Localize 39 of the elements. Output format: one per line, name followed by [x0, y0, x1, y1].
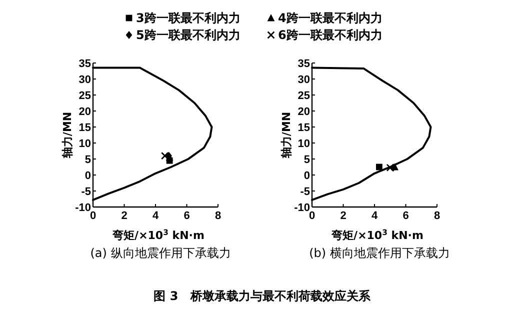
legend-label: 5跨一联最不利内力: [136, 28, 240, 42]
y-axis-title: 轴力/MN: [61, 112, 74, 160]
x-tick-label: 6: [402, 210, 409, 222]
text: (b) 横向地震作用下承载力: [309, 246, 450, 260]
y-tick-label: 5: [304, 154, 310, 166]
caption: 图 3 桥墩承载力与最不利荷载效应关系: [154, 289, 372, 303]
y-axis-title: 轴力/MN: [280, 112, 293, 160]
y-tick-label: 15: [78, 122, 91, 134]
y-tick-label: -5: [300, 186, 310, 198]
text: (a) 纵向地震作用下承载力: [90, 246, 231, 260]
x-tick-label: 8: [434, 210, 440, 222]
legend-label: 4跨一联最不利内力: [278, 11, 382, 25]
legend-label: 6跨一联最不利内力: [278, 28, 382, 42]
y-tick-label: 15: [298, 122, 310, 134]
x-tick-label: 4: [152, 210, 160, 222]
y-tick-label: 10: [298, 138, 310, 150]
y-tick-label: 20: [298, 106, 310, 118]
x-tick-label: 6: [184, 210, 190, 222]
x-axis-title: 弯矩/×10$^{3}$ kN·m: [330, 228, 424, 242]
y-tick-label: -10: [75, 202, 91, 214]
x-tick-label: 4: [371, 210, 378, 222]
y-tick-label: 10: [78, 138, 91, 150]
legend-label: 3跨一联最不利内力: [136, 11, 240, 25]
y-tick-label: 0: [304, 170, 310, 182]
y-tick-label: 5: [84, 154, 91, 166]
y-tick-label: -10: [294, 202, 310, 214]
y-tick-label: 0: [84, 170, 91, 182]
y-tick-label: 25: [298, 90, 310, 102]
y-tick-label: 25: [78, 90, 91, 102]
x-axis-title: 弯矩/×10$^{3}$ kN·m: [112, 228, 204, 242]
y-tick-label: 35: [78, 58, 91, 70]
y-tick-label: -5: [81, 186, 91, 198]
y-tick-label: 30: [78, 74, 91, 86]
x-tick-label: 8: [214, 210, 222, 222]
x-tick-label: 2: [340, 210, 346, 222]
y-tick-label: 20: [78, 106, 91, 118]
y-tick-label: 35: [298, 58, 310, 70]
x-tick-label: 2: [121, 210, 128, 222]
y-tick-label: 30: [298, 74, 310, 86]
